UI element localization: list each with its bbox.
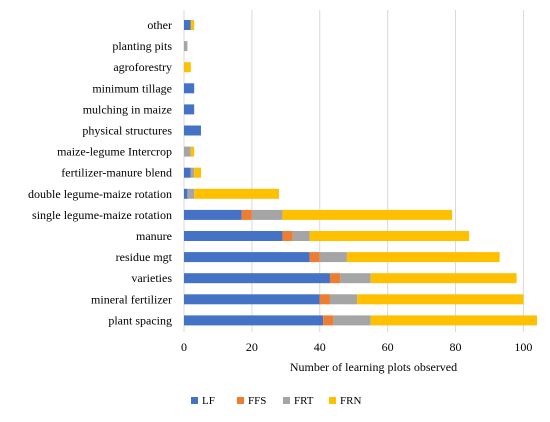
bar-segment-lf (184, 294, 320, 305)
legend-swatch-ffs (237, 397, 244, 404)
category-label: other (147, 18, 172, 32)
category-label: double legume-maize rotation (28, 187, 172, 201)
bar-segment-frt (187, 188, 195, 199)
bar-segment-frn (370, 273, 517, 284)
bar-segment-frt (319, 252, 347, 263)
bar-segment-frn (346, 252, 500, 263)
category-label: planting pits (112, 39, 172, 53)
bar-segment-lf (184, 273, 330, 284)
bar-segment-lf (184, 125, 201, 136)
bar-segment-frn (190, 146, 195, 157)
bar-segment-frt (184, 41, 188, 52)
bar-segment-lf (184, 167, 191, 178)
bar-segment-frt (340, 273, 371, 284)
bar-segment-lf (184, 252, 310, 263)
x-tick-label: 20 (246, 340, 258, 354)
bar-segment-ffs (323, 315, 334, 326)
bar-segment-lf (184, 315, 324, 326)
legend-swatch-frn (329, 397, 336, 404)
bar-segment-lf (184, 209, 242, 220)
x-tick-label: 60 (382, 340, 394, 354)
x-tick-labels: 0 20 40 60 80 100 (181, 340, 532, 354)
bar-segment-ffs (329, 273, 341, 284)
x-axis-title: Number of learning plots observed (290, 360, 457, 374)
bar-segment-frt (329, 294, 358, 305)
legend-swatch-frt (283, 397, 290, 404)
legend-label: LF (202, 395, 215, 407)
bar-segment-frn (194, 188, 280, 199)
category-label: single legume-maize rotation (32, 208, 172, 222)
category-label: manure (136, 229, 172, 243)
bar-segment-lf (184, 188, 188, 199)
bar-segment-ffs (309, 252, 320, 263)
x-tick-label: 100 (514, 340, 532, 354)
category-label: residue mgt (116, 250, 173, 264)
gridlines (183, 10, 524, 332)
bar-segment-frt (251, 209, 283, 220)
bar-segment-ffs (241, 209, 252, 220)
bar-segment-frt (292, 231, 310, 241)
category-label: varieties (131, 271, 172, 285)
bar-segment-frn (309, 231, 470, 241)
bar-segment-ffs (319, 294, 330, 305)
legend-label: FRN (340, 395, 361, 407)
bar-segment-frt (190, 167, 195, 178)
bar-segment-lf (184, 83, 195, 94)
bar-segment-lf (184, 104, 195, 115)
bar-segment-frt (184, 146, 191, 157)
bar-segment-frn (370, 315, 537, 326)
x-tick-label: 0 (181, 340, 187, 354)
bar-segment-frn (184, 62, 191, 73)
bar-segment-lf (184, 20, 191, 30)
category-label: agroforestry (113, 60, 172, 74)
legend-label: FFS (248, 395, 266, 407)
bar-segment-frn (282, 209, 453, 220)
category-label: mineral fertilizer (91, 292, 172, 306)
bar-segment-frn (194, 167, 201, 178)
legend-swatch-lf (191, 397, 198, 404)
category-label: fertilizer-manure blend (61, 166, 172, 180)
category-label: minimum tillage (92, 81, 172, 95)
bar-segment-frn (357, 294, 524, 305)
category-label: maize-legume Intercrop (57, 145, 172, 159)
legend-label: FRT (294, 395, 314, 407)
category-label: mulching in maize (83, 102, 172, 116)
category-label: plant spacing (108, 313, 172, 327)
x-tick-label: 40 (314, 340, 326, 354)
category-label: physical structures (82, 124, 172, 138)
x-tick-label: 80 (450, 340, 462, 354)
category-labels: other planting pits agroforestry minimum ti… (28, 18, 173, 327)
bar-segment-lf (184, 231, 283, 241)
bar-segment-frt (333, 315, 371, 326)
bar-segment-ffs (282, 231, 293, 241)
bar-segment-frn (190, 20, 195, 30)
legend: LF FFS FRT FRN (191, 395, 361, 407)
bars (184, 20, 537, 326)
